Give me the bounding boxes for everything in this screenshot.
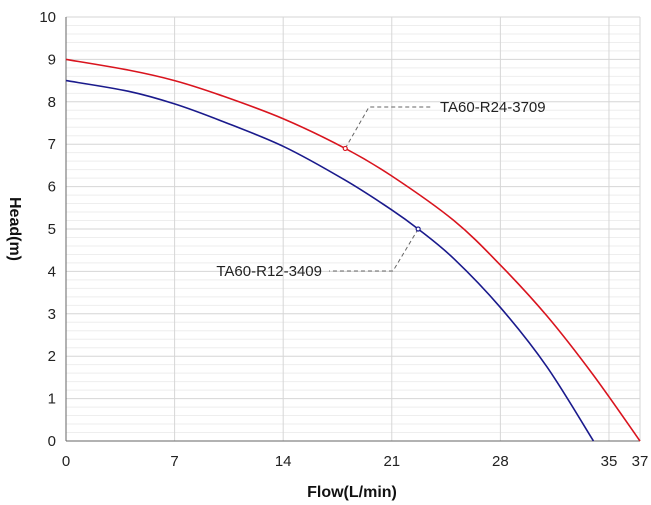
series-line-1 [65,58,641,442]
y-tick-label: 0 [48,433,56,450]
annotation-marker-2 [415,226,421,232]
plot-frame [65,17,640,442]
annotations: TA60-R24-3709 TA60-R12-3409 [216,99,545,280]
y-tick-label: 2 [48,348,56,365]
series-line-2 [65,79,595,442]
y-tick-label: 5 [48,221,56,238]
x-tick-labels: 0 7 14 21 28 35 37 [62,453,649,470]
y-tick-label: 7 [48,136,56,153]
y-tick-label: 4 [48,263,56,280]
y-tick-label: 9 [48,51,56,68]
annotation-leader-1 [344,106,432,149]
x-tick-label: 7 [170,453,178,470]
y-axis-label: Head(m) [6,197,23,261]
y-tick-label: 10 [39,9,56,26]
y-tick-label: 1 [48,391,56,408]
y-tick-labels: 0 1 2 3 4 5 6 7 8 9 10 [39,9,56,450]
x-tick-label: 14 [275,453,292,470]
x-tick-label: 37 [632,453,649,470]
annotation-label-1: TA60-R24-3709 [440,99,546,116]
x-tick-label: 28 [492,453,509,470]
y-tick-label: 3 [48,306,56,323]
x-tick-label: 35 [601,453,618,470]
y-tick-label: 6 [48,179,56,196]
x-tick-label: 0 [62,453,70,470]
y-tick-label: 8 [48,94,56,111]
x-tick-label: 21 [383,453,400,470]
series-lines [65,58,641,442]
grid-lines [65,16,641,442]
x-axis-label: Flow(L/min) [307,484,397,501]
annotation-leader-2 [329,228,419,272]
annotation-marker-1 [342,145,348,152]
annotation-label-2: TA60-R12-3409 [216,263,322,280]
